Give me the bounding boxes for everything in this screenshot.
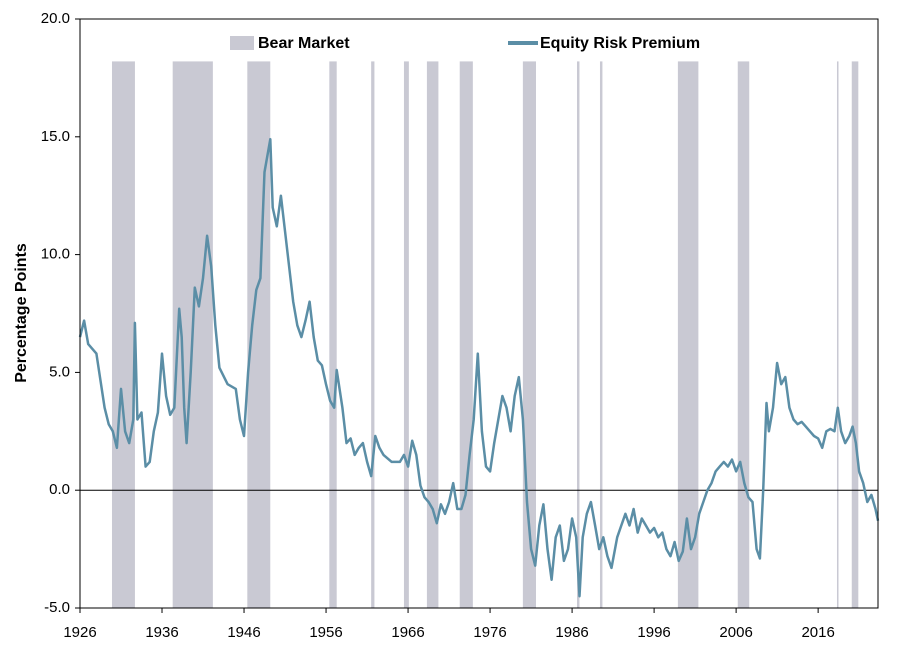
bear-market-band [677, 61, 699, 608]
y-tick-label: 20.0 [41, 10, 70, 27]
bear-market-band [737, 61, 750, 608]
y-tick-label: 5.0 [49, 363, 70, 380]
x-tick-label: 1956 [309, 624, 342, 641]
bear-market-band [403, 61, 409, 608]
x-tick-label: 1986 [555, 624, 588, 641]
y-tick-label: 0.0 [49, 481, 70, 498]
legend-label: Bear Market [258, 35, 350, 52]
plot-frame [79, 18, 879, 609]
x-tick-label: 1976 [473, 624, 506, 641]
bear-market-bands [111, 61, 859, 608]
bear-market-band [111, 61, 135, 608]
y-tick-label: -5.0 [44, 599, 70, 616]
y-tick-label: 10.0 [41, 246, 70, 263]
x-tick-label: 2016 [801, 624, 834, 641]
bear-market-band [599, 61, 603, 608]
x-tick-label: 2006 [719, 624, 752, 641]
y-tick-label: 15.0 [41, 128, 70, 145]
bear-market-band [459, 61, 473, 608]
y-axis-title: Percentage Points [13, 243, 30, 383]
x-tick-label: 1936 [145, 624, 178, 641]
bear-market-band [836, 61, 839, 608]
x-tick-label: 1996 [637, 624, 670, 641]
bear-market-band [329, 61, 337, 608]
x-tick-label: 1966 [391, 624, 424, 641]
legend-label: Equity Risk Premium [540, 35, 700, 52]
bear-market-band [851, 61, 859, 608]
bear-market-band [371, 61, 375, 608]
x-tick-label: 1926 [63, 624, 96, 641]
legend-swatch [230, 36, 254, 50]
bear-market-band [426, 61, 439, 608]
plot [78, 137, 880, 598]
data-line [78, 137, 880, 598]
bear-market-band [577, 61, 580, 608]
x-tick-label: 1946 [227, 624, 260, 641]
